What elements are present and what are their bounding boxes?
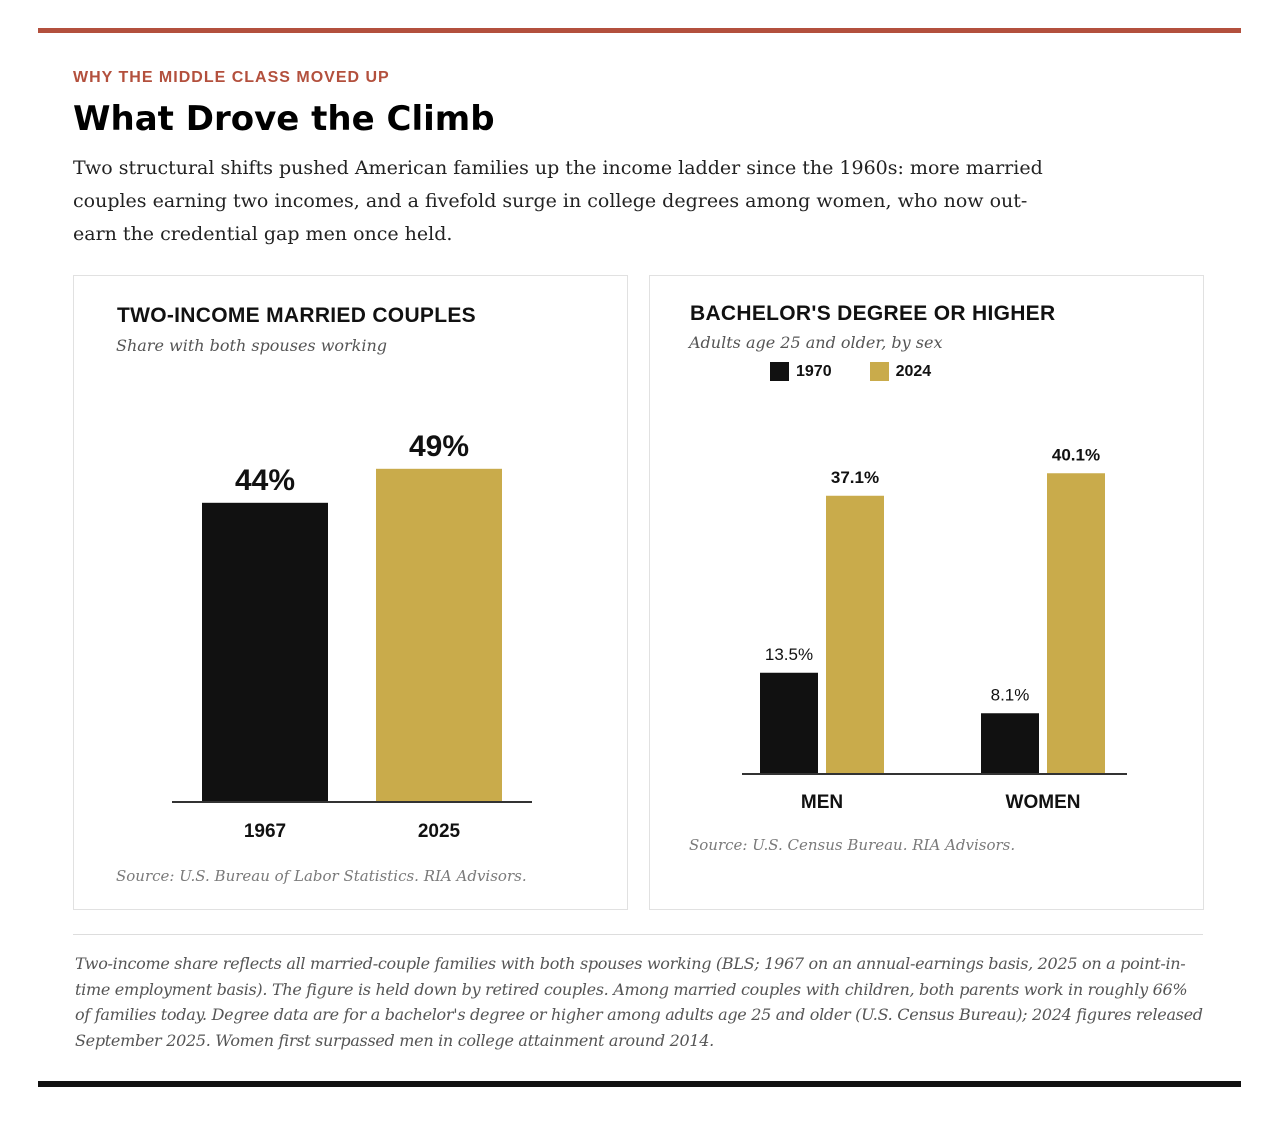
data-label: 44% (235, 464, 295, 497)
degree-bar-chart: 13.5% 37.1% MEN 8.1% 40.1% WOMEN (742, 445, 1127, 813)
bar-1967 (202, 502, 328, 802)
legend-label: 2024 (895, 362, 932, 380)
legend-label: 1970 (796, 362, 832, 380)
data-label: 37.1% (831, 468, 879, 487)
two-income-card: TWO-INCOME MARRIED COUPLES Share with bo… (73, 275, 628, 910)
card-title: TWO-INCOME MARRIED COUPLES (117, 304, 476, 327)
x-tick-label: 2025 (418, 821, 461, 842)
bar-men-2024 (826, 495, 884, 774)
x-tick-label: 1967 (244, 821, 286, 842)
card-subtitle: Adults age 25 and older, by sex (689, 333, 943, 352)
x-tick-label: WOMEN (1006, 792, 1081, 813)
legend-item-2024: 2024 (869, 362, 932, 381)
degree-card: BACHELOR'S DEGREE OR HIGHER Adults age 2… (649, 275, 1204, 910)
bar-women-2024 (1047, 473, 1105, 774)
legend-swatch (770, 362, 789, 381)
legend-item-1970: 1970 (770, 362, 832, 381)
data-label: 8.1% (991, 685, 1030, 704)
source-note: Source: U.S. Bureau of Labor Statistics.… (116, 867, 527, 885)
card-subtitle: Share with both spouses working (116, 336, 388, 355)
data-label: 13.5% (765, 645, 813, 664)
footnote: Two-income share reflects all married-co… (75, 954, 1203, 1050)
bottom-rule (38, 1081, 1241, 1087)
dek: Two structural shifts pushed American fa… (73, 157, 1043, 245)
top-rule (38, 28, 1241, 33)
card-title: BACHELOR'S DEGREE OR HIGHER (690, 302, 1056, 325)
source-note: Source: U.S. Census Bureau. RIA Advisors… (689, 836, 1016, 854)
headline: What Drove the Climb (73, 99, 495, 139)
kicker: WHY THE MIDDLE CLASS MOVED UP (73, 69, 390, 86)
data-label: 49% (409, 430, 469, 463)
data-label: 40.1% (1052, 445, 1100, 464)
bar-2025 (376, 468, 502, 802)
chart-legend: 1970 2024 (770, 362, 969, 381)
two-income-bar-chart: 44% 1967 49% 2025 (172, 430, 532, 842)
x-tick-label: MEN (801, 792, 843, 813)
bar-men-1970 (760, 672, 818, 774)
footnote-divider (73, 934, 1203, 935)
bar-women-1970 (981, 713, 1039, 774)
legend-swatch (869, 362, 889, 381)
